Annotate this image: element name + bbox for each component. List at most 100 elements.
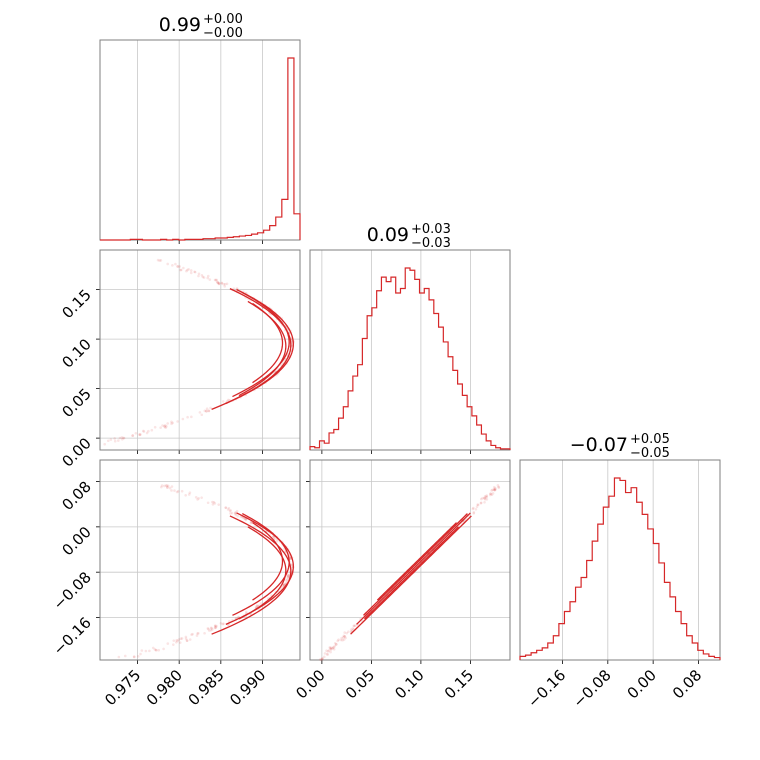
scatter-point — [170, 489, 173, 492]
contour-line — [364, 526, 459, 620]
y-tick-label-param-1: 0.15 — [58, 286, 94, 322]
panel-hist-param-2 — [519, 459, 721, 664]
scatter-point — [336, 639, 340, 643]
scatter-point — [326, 649, 330, 653]
scatter-point — [109, 438, 113, 441]
scatter-point — [482, 496, 486, 500]
scatter-point — [207, 409, 211, 413]
scatter-point — [286, 575, 290, 579]
scatter-point — [214, 626, 217, 629]
scatter-point — [182, 266, 185, 270]
contour-line — [356, 512, 471, 625]
scatter-point — [203, 631, 206, 635]
histogram-step-param-1 — [309, 267, 511, 450]
scatter-point — [328, 646, 332, 649]
scatter-point — [211, 503, 215, 506]
scatter-point — [329, 648, 333, 651]
scatter-point — [193, 270, 196, 274]
scatter-point — [353, 624, 356, 628]
scatter-point — [236, 514, 240, 518]
scatter-point — [205, 407, 209, 411]
scatter-point — [165, 484, 169, 487]
scatter-point — [131, 434, 134, 438]
scatter-point — [151, 646, 155, 650]
scatter-point — [232, 287, 236, 290]
scatter-point — [249, 521, 253, 525]
scatter-point — [203, 409, 207, 413]
scatter-point — [352, 624, 356, 628]
scatter-point — [216, 281, 220, 284]
scatter-point — [332, 645, 336, 649]
scatter-point — [222, 283, 226, 286]
scatter-point — [474, 507, 478, 511]
scatter-point — [175, 638, 178, 642]
scatter-point — [147, 429, 150, 433]
scatter-point — [233, 512, 237, 516]
scatter-point — [117, 655, 121, 659]
x-tick-label-param-2: 0.00 — [624, 666, 660, 702]
scatter-point — [497, 486, 501, 489]
scatter-point — [222, 622, 225, 626]
contour-line — [363, 513, 468, 616]
scatter-point — [476, 503, 480, 507]
scatter-point — [177, 638, 181, 641]
scatter-point — [327, 649, 331, 652]
scatter-point — [347, 630, 350, 634]
scatter-point — [185, 269, 188, 273]
scatter-point — [234, 511, 237, 514]
scatter-point — [205, 410, 208, 413]
scatter-point — [340, 636, 343, 640]
scatter-point — [290, 563, 294, 567]
scatter-point — [207, 409, 211, 413]
scatter-point — [225, 282, 229, 286]
y-tick-label-param-1: 0.10 — [58, 335, 94, 371]
scatter-point — [131, 434, 135, 437]
scatter-point — [320, 658, 323, 662]
scatter-point — [159, 426, 162, 429]
scatter-point — [176, 420, 179, 423]
scatter-point — [349, 628, 353, 631]
scatter-point — [344, 636, 347, 640]
scatter-point — [165, 425, 168, 428]
scatter-point — [497, 485, 500, 489]
scatter-point — [481, 496, 484, 500]
scatter-point — [166, 642, 170, 645]
scatter-point — [318, 658, 322, 661]
scatter-point — [479, 497, 483, 501]
scatter-point — [201, 275, 205, 279]
scatter-point — [171, 421, 174, 425]
scatter-point — [320, 657, 324, 660]
scatter-point — [163, 484, 166, 488]
contour-line — [232, 291, 290, 398]
scatter-point — [136, 655, 140, 658]
panel-frame — [519, 459, 721, 661]
scatter-point — [153, 425, 157, 429]
scatter-point — [150, 428, 154, 432]
scatter-point — [120, 436, 124, 439]
scatter-point — [196, 498, 199, 501]
scatter-point — [197, 272, 201, 276]
panel-2d-param-2-vs-0 — [96, 459, 301, 664]
scatter-point — [154, 648, 158, 652]
scatter-point — [244, 518, 248, 522]
scatter-point — [184, 493, 187, 497]
x-tick-label-param-0: 0.985 — [185, 666, 228, 709]
scatter-point — [189, 271, 193, 275]
scatter-point — [176, 639, 179, 643]
title-value-1: 0.09 — [367, 224, 409, 246]
scatter-point — [334, 643, 338, 646]
scatter-point — [190, 415, 193, 419]
scatter-point — [235, 287, 239, 290]
scatter-point — [202, 276, 206, 279]
scatter-point — [186, 415, 189, 419]
scatter-point — [153, 648, 157, 651]
scatter-point — [176, 265, 180, 268]
scatter-point — [221, 400, 225, 403]
panel-frame — [99, 39, 301, 241]
scatter-point — [472, 512, 476, 515]
scatter-point — [166, 422, 169, 425]
title-param-1: 0.09 +0.03 −0.03 — [367, 222, 451, 251]
scatter-point — [138, 433, 142, 437]
scatter-point — [209, 406, 212, 410]
scatter-point — [206, 627, 210, 630]
